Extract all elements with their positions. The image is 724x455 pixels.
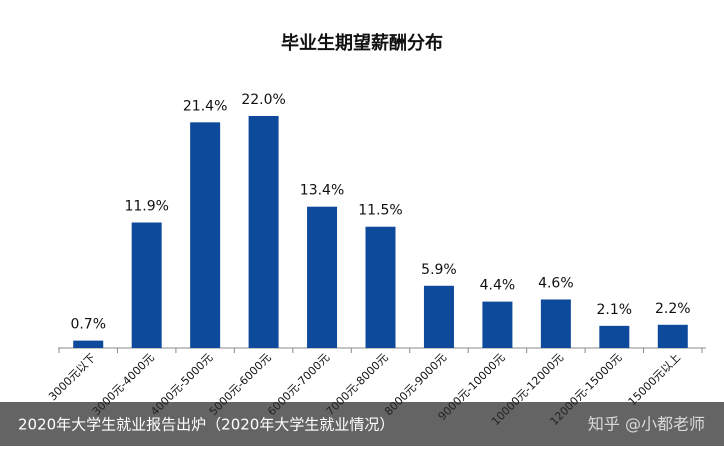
bar <box>482 301 513 348</box>
caption-strip <box>0 402 724 446</box>
chart-title: 毕业生期望薪酬分布 <box>281 32 443 54</box>
value-label: 4.6% <box>538 275 574 291</box>
bar <box>365 226 396 348</box>
bar <box>657 324 688 348</box>
value-label: 21.4% <box>183 98 227 114</box>
value-label: 2.2% <box>655 301 691 317</box>
value-label: 11.5% <box>358 203 402 219</box>
value-label: 2.1% <box>597 302 633 318</box>
value-label: 22.0% <box>241 92 285 108</box>
value-label: 0.7% <box>70 317 106 333</box>
bar <box>190 122 221 348</box>
bar <box>540 299 571 348</box>
bar <box>248 116 279 348</box>
value-label: 4.4% <box>480 278 516 294</box>
bar <box>307 206 338 348</box>
value-label: 11.9% <box>124 199 168 215</box>
caption: 2020年大学生就业报告出炉（2020年大学生就业情况） <box>18 416 394 434</box>
watermark: 知乎 @小都老师 <box>588 415 705 434</box>
value-label: 5.9% <box>421 262 457 278</box>
value-label: 13.4% <box>300 183 344 199</box>
bar <box>423 285 454 348</box>
bar <box>599 325 630 348</box>
bar <box>73 340 104 348</box>
bar <box>131 222 162 348</box>
